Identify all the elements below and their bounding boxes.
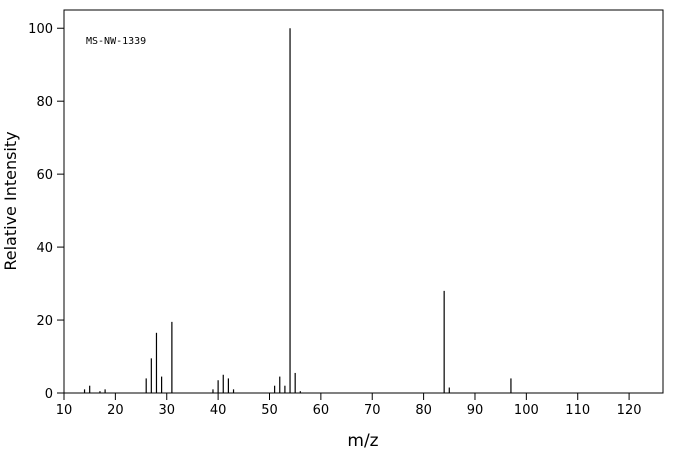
x-tick-label: 60 [313,403,330,418]
x-axis-label: m/z [347,431,378,451]
x-tick-label: 40 [210,403,227,418]
x-tick-label: 80 [415,403,432,418]
y-tick-label: 0 [45,387,53,402]
y-axis-label: Relative Intensity [1,131,20,270]
plot-frame [63,9,664,394]
x-tick-label: 50 [261,403,278,418]
x-tick-label: 100 [514,403,539,418]
x-tick-label: 110 [565,403,590,418]
x-tick-label: 120 [617,403,642,418]
y-tick-label: 80 [36,95,53,110]
y-tick-label: 20 [36,314,53,329]
annotation: MS-NW-1339 [86,36,146,47]
y-tick-label: 100 [28,22,53,37]
x-tick-label: 10 [56,403,73,418]
x-tick-label: 20 [107,403,124,418]
x-tick-label: 90 [467,403,484,418]
y-tick-label: 60 [36,168,53,183]
y-tick-label: 40 [36,241,53,256]
x-tick-label: 30 [158,403,175,418]
x-tick-label: 70 [364,403,381,418]
